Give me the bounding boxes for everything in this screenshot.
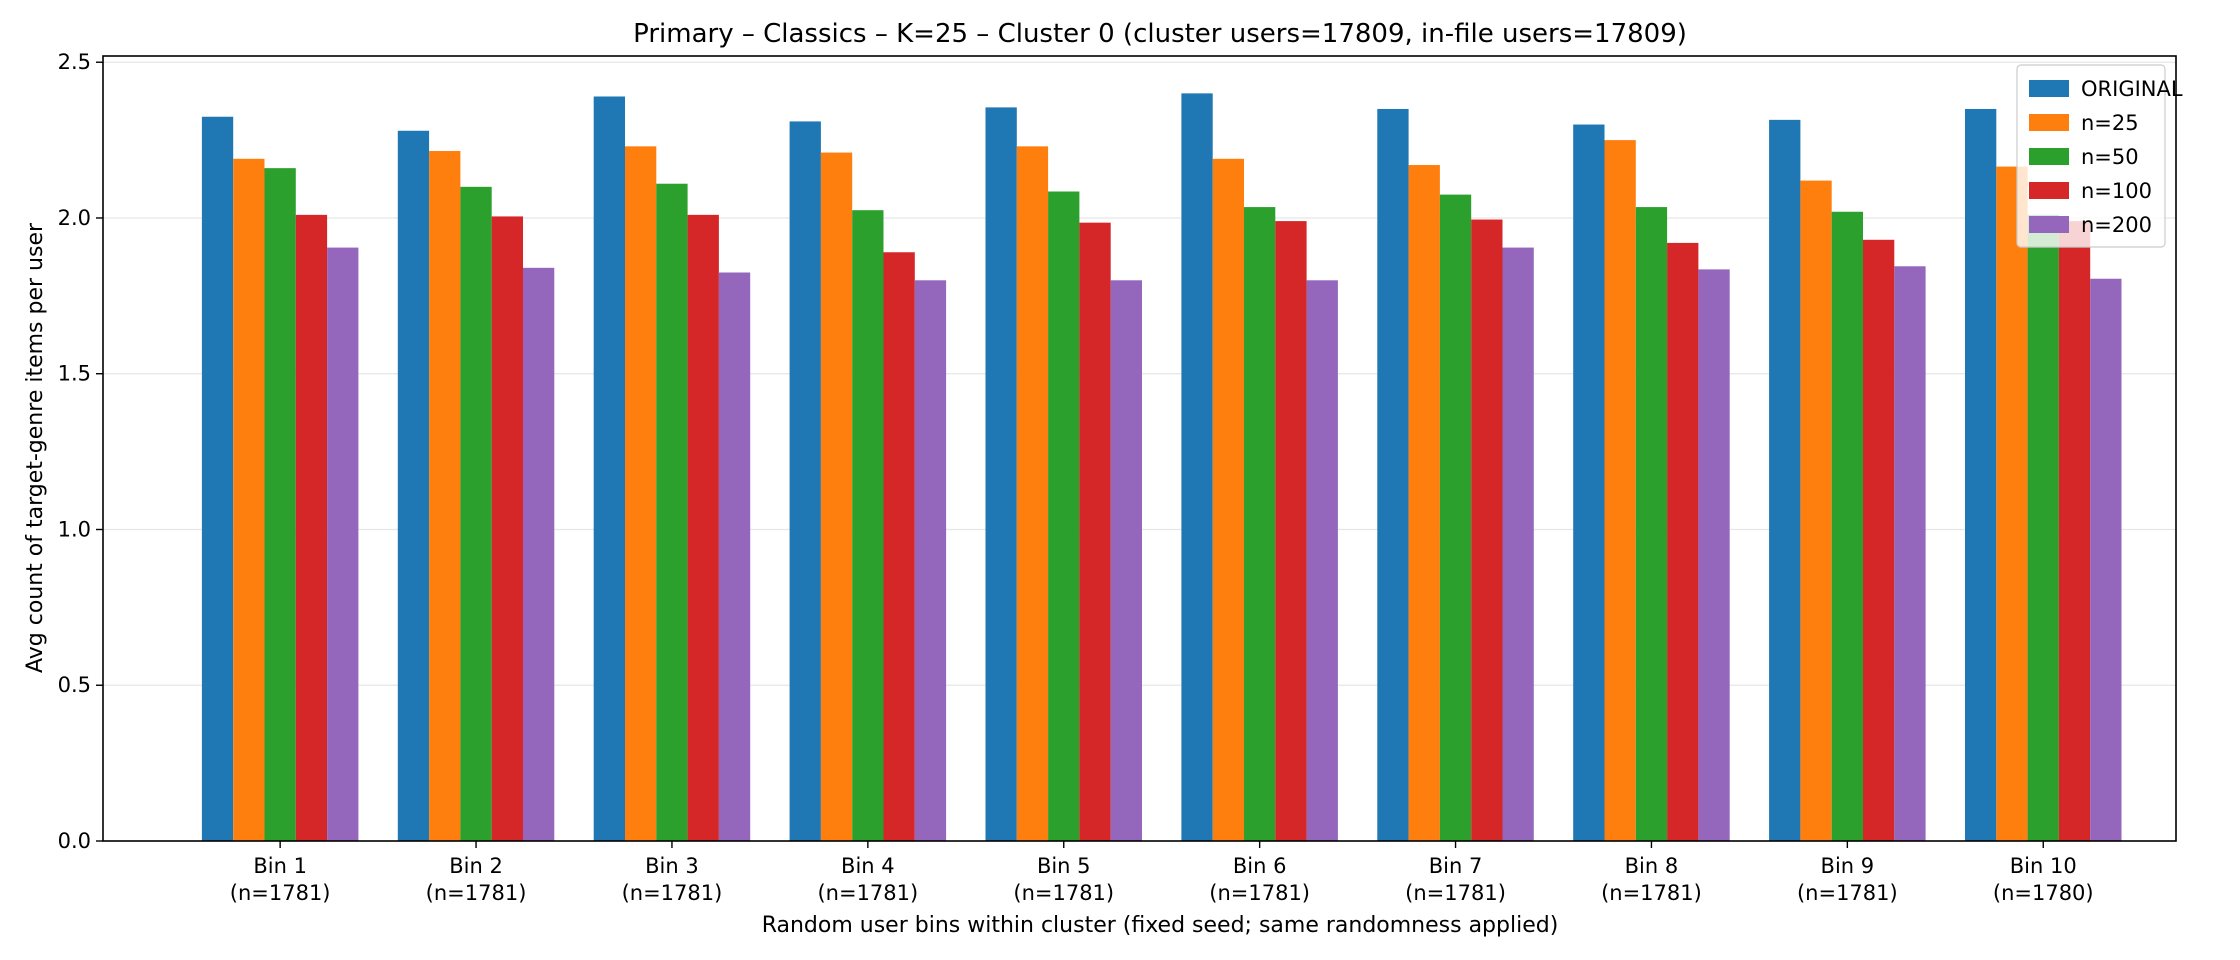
bar-n200-9	[1894, 266, 1926, 842]
x-axis-label: Random user bins within cluster (fixed s…	[762, 913, 1559, 938]
bar-n25-9	[1800, 180, 1832, 842]
bar-n25-7	[1408, 165, 1440, 841]
legend-swatch	[2029, 216, 2069, 233]
x-tick-label: Bin 7	[1429, 854, 1483, 878]
x-tick-count-label: (n=1781)	[230, 881, 331, 905]
bar-original-4	[789, 121, 821, 841]
x-tick-label: Bin 9	[1821, 854, 1875, 878]
bar-n100-2	[491, 216, 523, 842]
bar-n50-4	[852, 210, 884, 842]
bar-original-5	[985, 107, 1017, 842]
bar-n25-3	[624, 146, 657, 842]
bar-n25-2	[429, 151, 461, 842]
x-tick-label: Bin 5	[1037, 854, 1091, 878]
bar-n100-8	[1667, 242, 1699, 841]
bar-n25-1	[233, 158, 265, 842]
bar-n100-9	[1862, 239, 1895, 842]
legend-label: ORIGINAL	[2081, 77, 2183, 101]
x-tick-count-label: (n=1781)	[1013, 881, 1114, 905]
x-tick-label: Bin 6	[1233, 854, 1287, 878]
bar-n200-7	[1502, 247, 1534, 841]
bar-n50-6	[1243, 207, 1276, 841]
legend-swatch	[2029, 182, 2069, 199]
bar-n100-6	[1275, 221, 1307, 841]
bar-n25-10	[1996, 166, 2028, 841]
x-tick-label: Bin 1	[253, 854, 307, 878]
x-tick-label: Bin 3	[645, 854, 699, 878]
bar-n200-2	[522, 267, 555, 841]
bar-n200-10	[2090, 278, 2122, 842]
y-tick-label: 1.5	[58, 362, 91, 386]
bar-n200-3	[718, 272, 751, 841]
bar-original-1	[201, 116, 234, 842]
x-tick-label: Bin 2	[449, 854, 503, 878]
legend-swatch	[2029, 114, 2069, 131]
y-tick-label: 2.5	[58, 50, 91, 74]
bar-n50-9	[1831, 211, 1863, 841]
bar-original-9	[1769, 119, 1801, 841]
bar-n50-2	[460, 186, 492, 842]
legend-label: n=100	[2081, 179, 2152, 203]
bar-original-7	[1377, 108, 1409, 841]
legend: ORIGINAL n=25 n=50 n=100 n=200	[2016, 64, 2183, 248]
bar-original-6	[1181, 93, 1213, 841]
legend-label: n=25	[2081, 111, 2139, 135]
x-tick-count-label: (n=1781)	[1405, 881, 1506, 905]
bar-n50-1	[264, 168, 296, 842]
bar-n50-10	[2027, 214, 2059, 842]
x-tick-count-label: (n=1781)	[1209, 881, 1310, 905]
bar-original-8	[1573, 124, 1605, 842]
legend-label: n=50	[2081, 145, 2139, 169]
bars	[201, 93, 2122, 842]
bar-n25-6	[1212, 158, 1244, 842]
bar-n100-5	[1079, 222, 1111, 842]
y-tick-label: 2.0	[58, 206, 91, 230]
bar-n200-4	[914, 280, 947, 841]
y-axis: 0.0 0.5 1.0 1.5 2.0 2.5	[58, 50, 103, 853]
bar-n25-4	[820, 152, 853, 842]
bar-n25-8	[1604, 140, 1636, 841]
legend-swatch	[2029, 80, 2069, 97]
bar-n200-6	[1306, 280, 1338, 841]
chart-title: Primary – Classics – K=25 – Cluster 0 (c…	[633, 19, 1687, 49]
x-tick-count-label: (n=1781)	[817, 881, 918, 905]
legend-box	[2016, 64, 2166, 248]
x-tick-label: Bin 8	[1625, 854, 1679, 878]
x-axis: Bin 1 (n=1781) Bin 2 (n=1781) Bin 3 (n=1781) B…	[230, 841, 2094, 905]
bar-n100-7	[1471, 219, 1503, 841]
y-tick-label: 0.0	[58, 829, 91, 853]
x-tick-count-label: (n=1781)	[426, 881, 527, 905]
bar-original-2	[397, 130, 430, 841]
y-axis-label: Avg count of target-genre items per user	[23, 222, 48, 673]
x-tick-count-label: (n=1781)	[622, 881, 723, 905]
bar-n200-5	[1110, 280, 1142, 841]
y-tick-label: 1.0	[58, 517, 91, 541]
bar-n50-3	[656, 183, 688, 841]
bar-n25-5	[1016, 146, 1049, 842]
x-tick-count-label: (n=1781)	[1797, 881, 1898, 905]
plot-area-frame	[102, 55, 2177, 842]
bar-n100-1	[295, 214, 328, 842]
legend-label: n=200	[2081, 213, 2152, 237]
bar-original-10	[1964, 108, 1997, 841]
legend-swatch	[2029, 148, 2069, 165]
bar-original-3	[593, 96, 625, 841]
x-tick-label: Bin 4	[841, 854, 895, 878]
x-tick-count-label: (n=1780)	[1993, 881, 2094, 905]
bar-n200-1	[327, 247, 359, 841]
bar-n200-8	[1698, 269, 1730, 841]
bar-n50-8	[1635, 207, 1668, 841]
bar-n100-4	[883, 252, 915, 841]
bar-n100-10	[2058, 221, 2091, 841]
bar-n100-3	[687, 214, 719, 842]
bar-n50-5	[1048, 191, 1080, 841]
x-tick-label: Bin 10	[2010, 854, 2077, 878]
bar-n50-7	[1439, 194, 1472, 841]
y-tick-label: 0.5	[58, 673, 91, 697]
x-tick-count-label: (n=1781)	[1601, 881, 1702, 905]
